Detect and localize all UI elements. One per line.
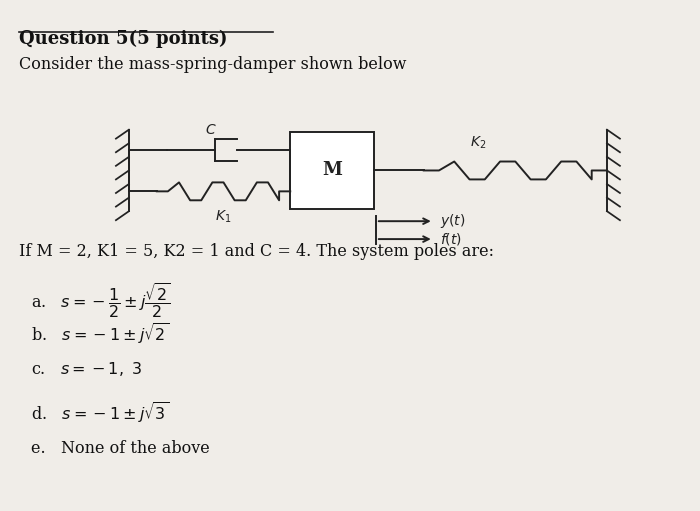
Text: a.   $s = -\dfrac{1}{2} \pm j\dfrac{\sqrt{2}}{2}$: a. $s = -\dfrac{1}{2} \pm j\dfrac{\sqrt{… [32,281,171,320]
Bar [290,132,374,209]
Text: M: M [322,161,342,179]
Text: c.   $s = -1,\ 3$: c. $s = -1,\ 3$ [32,360,143,379]
Text: $f(t)$: $f(t)$ [440,231,461,247]
Text: e.   None of the above: e. None of the above [32,440,210,457]
Text: $K_1$: $K_1$ [216,208,232,225]
Text: Question 5(5 points): Question 5(5 points) [20,30,227,49]
Text: $y(t)$: $y(t)$ [440,212,466,230]
Text: d.   $s = -1 \pm j\sqrt{3}$: d. $s = -1 \pm j\sqrt{3}$ [32,400,169,425]
Text: If M = 2, K1 = 5, K2 = 1 and C = 4. The system poles are:: If M = 2, K1 = 5, K2 = 1 and C = 4. The … [20,243,494,260]
Text: b.   $s = -1 \pm j\sqrt{2}$: b. $s = -1 \pm j\sqrt{2}$ [32,320,169,345]
Text: $K_2$: $K_2$ [470,134,486,151]
Text: Consider the mass-spring-damper shown below: Consider the mass-spring-damper shown be… [20,56,407,73]
Text: $C$: $C$ [204,123,216,136]
